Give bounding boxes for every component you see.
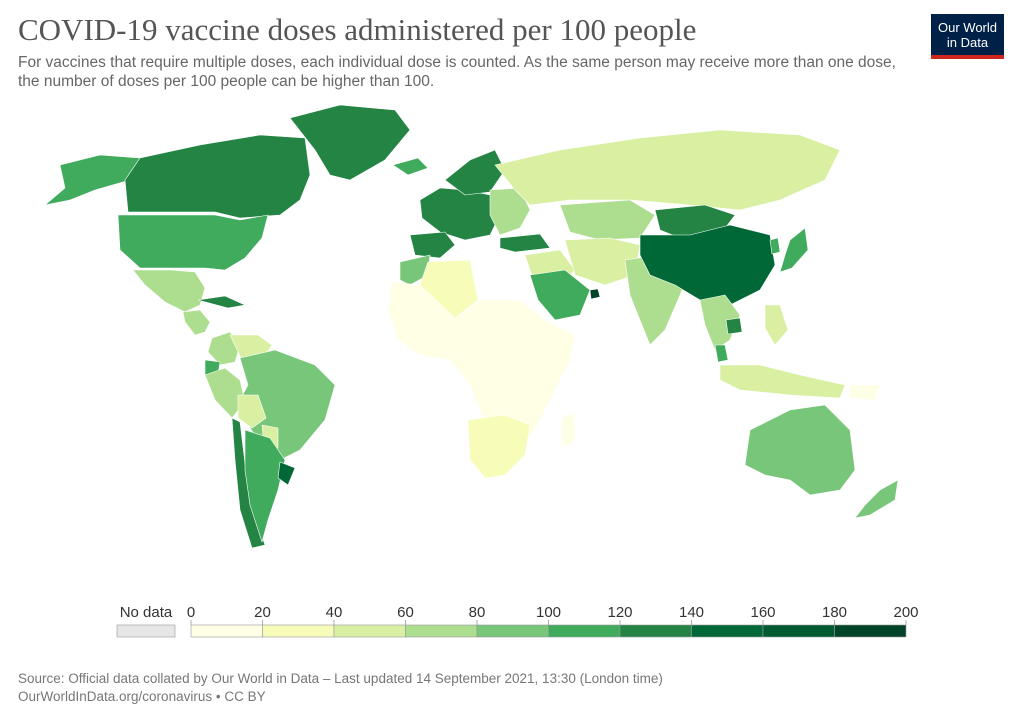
country-scandinavia[interactable]: Scandinavia [444, 149, 506, 196]
legend-bin[interactable] [262, 624, 335, 638]
chart-subtitle: For vaccines that require multiple doses… [18, 54, 896, 90]
logo-line-2: in Data [946, 34, 989, 50]
country-papua-new-guinea[interactable]: Papua New Guinea [849, 384, 881, 401]
country-malaysia[interactable]: Malaysia [714, 344, 729, 363]
country-bolivia[interactable]: Bolivia [237, 394, 267, 429]
country-uae[interactable]: UAE [589, 288, 601, 300]
license-note: • CC BY [215, 689, 266, 704]
country-southeast-asia[interactable]: Southeast Asia [699, 294, 741, 351]
legend-tick-label: 160 [750, 604, 775, 621]
country-philippines[interactable]: Philippines [764, 304, 789, 346]
country-central-america[interactable]: Central America [182, 309, 211, 336]
legend-tick-label: 20 [254, 604, 271, 621]
source-link[interactable]: OurWorldInData.org/coronavirus [18, 689, 213, 704]
country-united-states[interactable]: United States [117, 214, 269, 271]
country-cuba[interactable]: Cuba [197, 295, 246, 309]
legend-bin[interactable] [691, 624, 764, 638]
legend-no-data-label: No data [120, 604, 173, 621]
country-western-europe[interactable]: Western Europe [419, 187, 501, 241]
legend-bin[interactable] [762, 624, 835, 638]
country-cambodia[interactable]: Cambodia [725, 317, 743, 335]
country-china[interactable]: China [639, 224, 776, 306]
country-new-zealand[interactable]: New Zealand [854, 479, 899, 519]
legend-tick-label: 80 [469, 604, 486, 621]
country-madagascar[interactable]: Madagascar [561, 411, 576, 449]
country-southern-africa[interactable]: Southern Africa [467, 414, 531, 479]
country-canada[interactable]: Canada [124, 134, 311, 219]
legend-tick-label: 0 [187, 604, 195, 621]
legend-tick-label: 140 [679, 604, 704, 621]
legend-tick-label: 200 [893, 604, 918, 621]
country-sub-saharan-africa[interactable]: Sub-Saharan Africa [387, 281, 576, 461]
legend-bin[interactable] [834, 624, 907, 638]
country-chile[interactable]: Chile [231, 417, 266, 549]
country-argentina[interactable]: Argentina [244, 429, 286, 543]
legend-tick-label: 120 [607, 604, 632, 621]
country-uruguay[interactable]: Uruguay [277, 461, 296, 486]
color-legend: No data 0 20 40 60 80 100 120 140 160 180 200 [116, 604, 919, 638]
legend-tick-label: 40 [326, 604, 343, 621]
legend-no-data-swatch[interactable] [116, 624, 176, 638]
source-note: Source: Official data collated by Our Wo… [18, 671, 663, 686]
country-alaska[interactable]: Alaska [44, 154, 141, 206]
legend-tick-label: 100 [536, 604, 561, 621]
country-mexico[interactable]: Mexico [132, 269, 206, 313]
legend-tick-label: 60 [397, 604, 414, 621]
logo-line-1: Our World [938, 19, 997, 35]
country-korea[interactable]: Korea [769, 237, 781, 255]
owid-logo[interactable]: Our World in Data [931, 14, 1004, 59]
country-kazakhstan[interactable]: Kazakhstan [559, 199, 656, 241]
chart-title: COVID-19 vaccine doses administered per … [18, 12, 697, 47]
legend-bin[interactable] [333, 624, 406, 638]
legend-bin[interactable] [190, 624, 263, 638]
legend-bin[interactable] [405, 624, 478, 638]
country-turkey[interactable]: Turkey [499, 233, 551, 253]
world-map: AlaskaCanadaGreenland United StatesMexico… [44, 104, 899, 549]
legend-bin[interactable] [548, 624, 621, 638]
country-japan[interactable]: Japan [779, 227, 809, 273]
country-russia[interactable]: Russia [494, 129, 841, 211]
country-colombia[interactable]: Colombia [207, 331, 241, 366]
country-greenland[interactable]: Greenland [289, 104, 411, 181]
country-iceland[interactable]: Iceland [392, 157, 429, 176]
country-saudi-arabia[interactable]: Saudi Arabia [529, 269, 591, 321]
legend-tick-label: 180 [822, 604, 847, 621]
chart-footer: Source: Official data collated by Our Wo… [18, 670, 663, 706]
legend-bin[interactable] [476, 624, 549, 638]
country-spain-portugal[interactable]: Spain / Portugal [409, 231, 456, 259]
country-australia[interactable]: Australia [744, 404, 856, 496]
legend-bin[interactable] [619, 624, 692, 638]
country-indonesia[interactable]: Indonesia [719, 364, 846, 399]
